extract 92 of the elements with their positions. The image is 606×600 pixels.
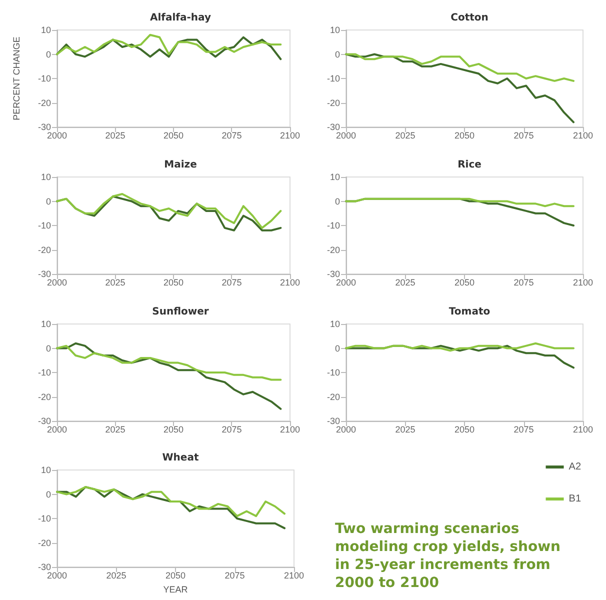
x-tick-label: 2075 — [224, 570, 245, 580]
line-series — [345, 198, 575, 208]
x-tick-label: 2075 — [514, 278, 534, 288]
x-tick-label: 2050 — [165, 570, 186, 580]
x-tick-label: 2100 — [572, 278, 594, 288]
chart-title: Wheat — [162, 452, 199, 464]
line-series — [56, 342, 282, 410]
line-series — [56, 34, 282, 56]
y-tick-label: 0 — [334, 343, 340, 354]
x-tick-label: 2075 — [222, 424, 242, 434]
y-tick-label: -10 — [38, 74, 51, 84]
y-tick-label: 10 — [330, 319, 340, 329]
x-tick-label: 2100 — [572, 424, 594, 434]
x-tick-label: 2100 — [280, 424, 300, 434]
y-tick-label: -20 — [38, 244, 51, 255]
y-tick-label: 0 — [334, 196, 340, 206]
y-tick-label: 0 — [334, 49, 340, 60]
x-tick-label: 2050 — [454, 130, 475, 140]
y-tick-label: -30 — [326, 269, 340, 279]
y-tick-label: -20 — [326, 392, 340, 402]
text: Two warming scenarios modeling crop yields, shown in 25-year increments from 2000 to 2100 — [335, 521, 560, 591]
y-tick-label: -20 — [38, 538, 51, 548]
x-tick-label: 2050 — [163, 424, 184, 434]
line-series — [345, 53, 575, 82]
y-tick-label: 0 — [46, 489, 51, 500]
x-tick-label: 2000 — [336, 424, 356, 434]
x-tick-label: 2000 — [336, 278, 356, 288]
y-tick-label: -30 — [38, 269, 51, 279]
y-tick-label: 10 — [40, 465, 51, 475]
x-tick-label: 2025 — [395, 278, 416, 288]
x-tick-label: 2075 — [514, 424, 534, 434]
x-tick-label: 2050 — [454, 424, 475, 434]
x-tick-label: 2000 — [46, 278, 68, 288]
x-tick-label: 2075 — [222, 130, 242, 140]
y-tick-label: -30 — [326, 416, 340, 426]
y-axis-title: PERCENT CHANGE — [12, 36, 22, 120]
x-tick-label: 2050 — [454, 278, 475, 288]
y-tick-label: -10 — [326, 220, 340, 230]
line-series — [56, 486, 286, 530]
y-tick-label: 0 — [46, 343, 51, 354]
x-tick-label: 2025 — [105, 130, 126, 140]
x-tick-label: 2075 — [222, 278, 242, 288]
y-tick-label: -10 — [38, 220, 51, 230]
y-tick-label: -10 — [38, 514, 51, 524]
x-tick-label: 2050 — [163, 130, 184, 140]
x-axis-title: YEAR — [163, 584, 188, 594]
chart-title: Cotton — [450, 12, 488, 24]
line-series — [345, 342, 575, 352]
x-tick-label: 2000 — [336, 130, 356, 140]
x-tick-label: 2100 — [280, 278, 300, 288]
y-tick-label: -30 — [38, 416, 51, 426]
line-series — [56, 486, 286, 518]
legend-label: B1 — [568, 494, 582, 504]
line-series — [345, 53, 575, 124]
x-tick-label: 2025 — [105, 278, 126, 288]
y-tick-label: -10 — [326, 368, 340, 378]
y-tick-label: 10 — [40, 319, 51, 329]
y-tick-label: 0 — [46, 196, 51, 206]
x-tick-label: 2000 — [46, 130, 68, 140]
chart-title: Rice — [458, 160, 482, 170]
line-series — [56, 36, 282, 60]
x-tick-label: 2025 — [106, 570, 126, 580]
chart-title: Tomato — [448, 306, 490, 318]
legend-label: A2 — [568, 462, 582, 472]
x-tick-label: 2000 — [46, 570, 68, 580]
y-tick-label: -20 — [326, 244, 340, 255]
x-tick-label: 2100 — [572, 130, 594, 140]
x-tick-label: 2025 — [105, 424, 126, 434]
y-tick-label: -10 — [326, 74, 340, 84]
chart-title: Maize — [164, 160, 198, 170]
y-tick-label: -20 — [326, 98, 340, 108]
x-tick-label: 2100 — [284, 570, 304, 580]
x-tick-label: 2075 — [514, 130, 534, 140]
x-tick-label: 2050 — [163, 278, 184, 288]
y-tick-label: 0 — [46, 49, 51, 60]
y-tick-label: -30 — [38, 122, 51, 132]
line-series — [56, 344, 282, 381]
chart-title: Alfalfa-hay — [150, 12, 212, 24]
x-tick-label: 2000 — [46, 424, 68, 434]
y-tick-label: -30 — [326, 122, 340, 132]
x-tick-label: 2025 — [395, 130, 416, 140]
y-tick-label: 10 — [40, 25, 51, 35]
y-tick-label: -30 — [38, 562, 51, 572]
y-tick-label: -10 — [38, 368, 51, 378]
x-tick-label: 2100 — [280, 130, 300, 140]
y-tick-label: 10 — [330, 172, 340, 182]
chart-title: Sunflower — [152, 306, 209, 318]
x-tick-label: 2025 — [395, 424, 416, 434]
y-tick-label: -20 — [38, 392, 51, 402]
y-tick-label: 10 — [330, 25, 340, 35]
y-tick-label: -20 — [38, 98, 51, 108]
y-tick-label: 10 — [40, 172, 51, 182]
